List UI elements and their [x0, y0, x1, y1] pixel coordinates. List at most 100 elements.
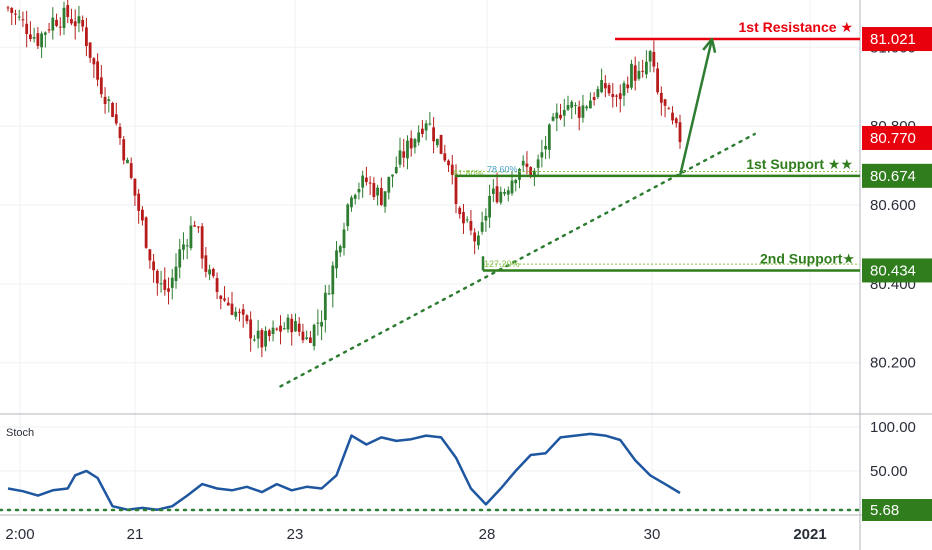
- stoch-level-badge-bg: [862, 498, 932, 521]
- candle-body: [178, 249, 182, 268]
- candle-body: [32, 37, 36, 39]
- level-label-2: 1st Support ★★: [746, 156, 853, 172]
- candle-body: [641, 70, 645, 72]
- current-price-badge: 80.770: [870, 130, 916, 147]
- candle-body: [618, 93, 622, 100]
- candle-body: [536, 159, 540, 168]
- candle-body: [540, 152, 544, 158]
- candle-body: [376, 187, 379, 196]
- candle-body: [529, 167, 533, 177]
- candle-body: [488, 195, 491, 218]
- candle-body: [208, 269, 211, 275]
- candle-body: [193, 225, 197, 227]
- projection-arrow-head: [702, 37, 717, 53]
- candle-body: [29, 34, 32, 40]
- candle-body: [637, 70, 641, 79]
- candle-body: [514, 179, 518, 184]
- candle-body: [279, 325, 282, 332]
- candle-body: [462, 212, 465, 224]
- candle-body: [387, 176, 391, 193]
- candle-body: [253, 339, 256, 341]
- candle-body: [659, 92, 663, 103]
- candle-body: [338, 246, 342, 253]
- candle-body: [525, 163, 529, 167]
- candle-body: [585, 106, 589, 109]
- y-tick-label: 80.200: [870, 355, 916, 372]
- candle-body: [398, 150, 402, 165]
- candle-body: [566, 105, 570, 110]
- candle-body: [424, 123, 428, 131]
- candle-body: [574, 105, 577, 107]
- candle-body: [331, 265, 335, 295]
- candle-body: [480, 222, 484, 232]
- candle-body: [503, 191, 506, 194]
- candle-body: [126, 159, 129, 164]
- candle-body: [286, 317, 290, 330]
- candle-body: [413, 139, 417, 148]
- candle-body: [656, 68, 659, 93]
- candle-body: [547, 124, 551, 150]
- candle-body: [544, 145, 547, 150]
- candle-body: [88, 42, 92, 58]
- candle-body: [450, 164, 454, 175]
- candle-body: [473, 232, 477, 242]
- candle-body: [148, 249, 152, 261]
- candle-body: [6, 7, 10, 9]
- candle-body: [596, 88, 600, 98]
- candle-body: [189, 225, 193, 249]
- candle-body: [394, 166, 398, 173]
- level-badge-3: 80.434: [870, 262, 916, 279]
- candle-body: [200, 226, 204, 259]
- candle-body: [96, 61, 99, 80]
- candle-body: [301, 331, 305, 341]
- candle-body: [294, 321, 297, 332]
- candle-body: [327, 293, 331, 295]
- candle-body: [383, 191, 387, 207]
- candle-body: [439, 134, 443, 154]
- candle-body: [361, 175, 365, 188]
- candle-body: [510, 180, 514, 194]
- candle-body: [435, 138, 439, 146]
- candle-body: [570, 101, 574, 108]
- candle-body: [234, 311, 238, 317]
- candle-body: [458, 207, 462, 215]
- candle-body: [230, 303, 234, 315]
- candle-body: [118, 126, 122, 139]
- candle-body: [185, 245, 189, 247]
- candle-body: [447, 160, 450, 166]
- candle-body: [163, 279, 167, 290]
- candle-body: [14, 13, 17, 15]
- level-badge-3-bg: [862, 258, 932, 283]
- fib-label-1272: 127.20%: [484, 259, 520, 269]
- candle-body: [409, 138, 413, 149]
- stoch-y-tick-label: 100.00: [870, 419, 916, 436]
- candle-body: [465, 219, 469, 221]
- candle-body: [85, 27, 88, 47]
- current-price-badge-bg: [862, 125, 932, 150]
- candle-body: [36, 33, 40, 46]
- candle-body: [603, 83, 607, 89]
- candle-body: [290, 318, 294, 333]
- candle-body: [167, 288, 170, 292]
- candle-body: [626, 84, 630, 89]
- candle-body: [518, 168, 521, 180]
- candle-body: [663, 99, 667, 106]
- candle-body: [62, 7, 66, 29]
- candle-body: [92, 58, 96, 65]
- candle-body: [577, 106, 581, 118]
- projection-arrow-line: [678, 38, 714, 177]
- candle-body: [432, 127, 435, 142]
- candle-body: [495, 186, 499, 203]
- candle-body: [211, 268, 215, 277]
- candle-body: [144, 217, 148, 248]
- x-tick-label: 28: [479, 526, 496, 543]
- candle-body: [309, 337, 312, 343]
- candle-body: [342, 229, 346, 249]
- candle-body: [141, 209, 144, 221]
- candle-body: [312, 324, 316, 347]
- candle-body: [43, 32, 47, 35]
- candle-body: [215, 278, 219, 293]
- candle-body: [648, 51, 652, 62]
- candle-body: [155, 270, 159, 284]
- candle-body: [372, 183, 376, 197]
